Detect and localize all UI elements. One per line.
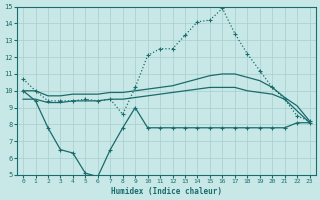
X-axis label: Humidex (Indice chaleur): Humidex (Indice chaleur): [111, 187, 222, 196]
